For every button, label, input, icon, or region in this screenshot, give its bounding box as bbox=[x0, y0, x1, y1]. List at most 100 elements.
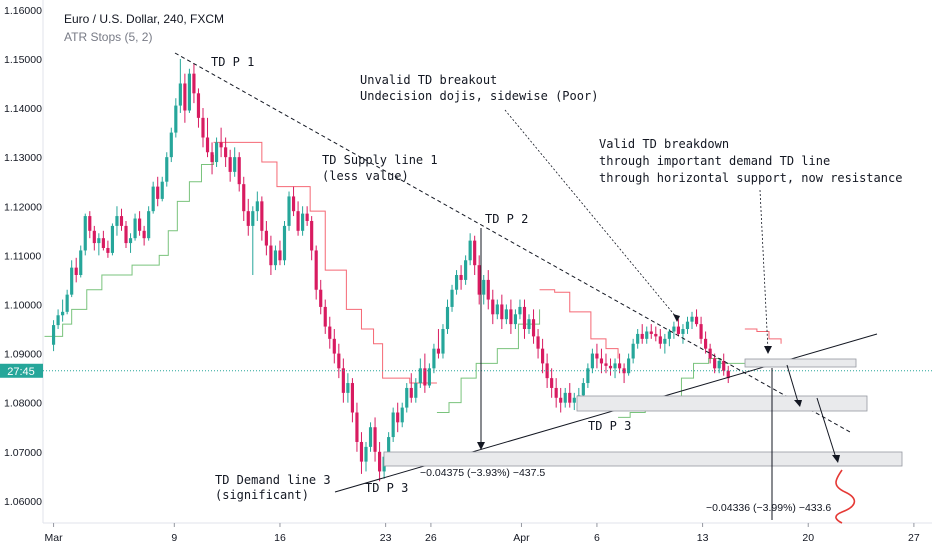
candle[interactable] bbox=[681, 324, 685, 344]
candle[interactable] bbox=[291, 186, 296, 217]
candle[interactable] bbox=[464, 255, 468, 285]
candle[interactable] bbox=[518, 299, 522, 320]
candle[interactable] bbox=[608, 358, 613, 376]
candle[interactable] bbox=[165, 152, 169, 187]
candle[interactable] bbox=[355, 402, 359, 452]
candle[interactable] bbox=[541, 338, 545, 374]
candle[interactable] bbox=[427, 363, 431, 388]
candle[interactable] bbox=[672, 321, 676, 339]
candle[interactable] bbox=[61, 299, 65, 322]
candle[interactable] bbox=[491, 289, 495, 325]
candle[interactable] bbox=[282, 220, 287, 266]
candle[interactable] bbox=[214, 137, 219, 167]
candles-layer[interactable] bbox=[51, 58, 730, 482]
candle[interactable] bbox=[704, 331, 708, 354]
candle[interactable] bbox=[414, 378, 418, 403]
candle[interactable] bbox=[174, 98, 178, 138]
candle[interactable] bbox=[423, 353, 427, 393]
candle[interactable] bbox=[287, 191, 291, 231]
candle[interactable] bbox=[586, 363, 590, 388]
candle[interactable] bbox=[151, 181, 155, 214]
candle[interactable] bbox=[649, 324, 653, 339]
candle[interactable] bbox=[604, 353, 608, 374]
candle[interactable] bbox=[328, 316, 332, 349]
candle[interactable] bbox=[536, 329, 540, 359]
candle[interactable] bbox=[468, 233, 472, 266]
candle[interactable] bbox=[654, 326, 658, 342]
price-axis[interactable]: 1.16000 1.15000 1.14000 1.13000 1.12000 1.110… bbox=[4, 5, 42, 508]
candle[interactable] bbox=[454, 270, 459, 295]
candle[interactable] bbox=[522, 299, 527, 339]
candle[interactable] bbox=[224, 137, 228, 167]
candle[interactable] bbox=[613, 358, 617, 379]
candle[interactable] bbox=[636, 329, 640, 349]
candle[interactable] bbox=[269, 235, 273, 276]
demand-zone-lower[interactable] bbox=[383, 451, 903, 467]
candle[interactable] bbox=[726, 365, 730, 384]
candle[interactable] bbox=[482, 275, 486, 305]
candle[interactable] bbox=[251, 206, 255, 276]
candle[interactable] bbox=[273, 245, 278, 271]
candle[interactable] bbox=[319, 279, 323, 315]
candle[interactable] bbox=[97, 233, 101, 256]
candle[interactable] bbox=[595, 343, 599, 369]
candle[interactable] bbox=[504, 304, 508, 325]
candle[interactable] bbox=[617, 353, 622, 374]
candle[interactable] bbox=[337, 343, 341, 379]
candle[interactable] bbox=[432, 343, 436, 374]
candle[interactable] bbox=[346, 373, 350, 403]
candle[interactable] bbox=[305, 206, 309, 226]
time-axis[interactable]: Mar 9 16 23 26 Apr 6 13 20 27 bbox=[45, 523, 920, 544]
candle[interactable] bbox=[473, 235, 477, 276]
candle[interactable] bbox=[377, 441, 382, 482]
candle[interactable] bbox=[178, 58, 182, 113]
candle[interactable] bbox=[627, 353, 631, 376]
candle[interactable] bbox=[676, 319, 681, 337]
candle[interactable] bbox=[219, 127, 223, 158]
candle[interactable] bbox=[713, 353, 717, 374]
candle[interactable] bbox=[183, 73, 187, 123]
candle[interactable] bbox=[513, 309, 518, 330]
candle[interactable] bbox=[622, 363, 626, 384]
candle[interactable] bbox=[301, 206, 305, 236]
candle[interactable] bbox=[599, 348, 604, 374]
candle[interactable] bbox=[70, 260, 74, 298]
candle[interactable] bbox=[694, 309, 699, 327]
candle[interactable] bbox=[79, 245, 83, 278]
candle[interactable] bbox=[554, 378, 558, 408]
candle[interactable] bbox=[645, 326, 649, 344]
candle[interactable] bbox=[106, 240, 110, 258]
candle[interactable] bbox=[690, 311, 694, 330]
candle[interactable] bbox=[436, 329, 441, 359]
candle[interactable] bbox=[264, 220, 268, 256]
candle[interactable] bbox=[187, 68, 191, 113]
candle[interactable] bbox=[400, 402, 404, 428]
candle[interactable] bbox=[391, 407, 395, 442]
candle[interactable] bbox=[210, 142, 214, 175]
candle[interactable] bbox=[255, 191, 259, 221]
td-supply-line[interactable] bbox=[174, 52, 851, 433]
candle[interactable] bbox=[350, 378, 354, 423]
chart-title[interactable]: Euro / U.S. Dollar, 240, FXCM bbox=[64, 12, 225, 26]
candle[interactable] bbox=[500, 294, 504, 330]
candle[interactable] bbox=[138, 211, 142, 236]
candle[interactable] bbox=[124, 220, 128, 248]
candle[interactable] bbox=[323, 299, 327, 334]
candle[interactable] bbox=[663, 333, 667, 354]
candle[interactable] bbox=[310, 216, 314, 261]
candle[interactable] bbox=[246, 198, 250, 236]
candle[interactable] bbox=[568, 383, 572, 408]
resistance-zone[interactable] bbox=[744, 358, 857, 368]
candle[interactable] bbox=[201, 108, 205, 148]
candle[interactable] bbox=[237, 152, 241, 192]
candle[interactable] bbox=[242, 176, 246, 221]
candle[interactable] bbox=[51, 320, 56, 352]
candle[interactable] bbox=[509, 299, 513, 334]
candle[interactable] bbox=[83, 213, 87, 256]
candle[interactable] bbox=[450, 284, 454, 312]
candle[interactable] bbox=[495, 299, 499, 320]
candle[interactable] bbox=[156, 176, 160, 207]
candle[interactable] bbox=[133, 213, 137, 241]
candle[interactable] bbox=[409, 373, 413, 403]
